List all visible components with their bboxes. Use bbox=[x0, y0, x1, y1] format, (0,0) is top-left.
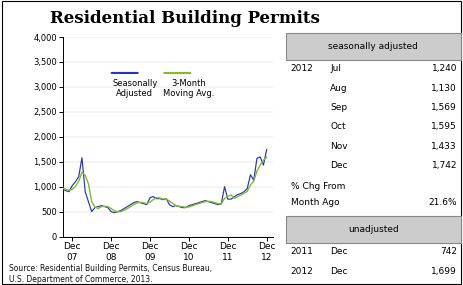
Text: Sep: Sep bbox=[330, 103, 347, 112]
Text: 1,240: 1,240 bbox=[432, 64, 457, 73]
Text: Seasonally
Adjusted: Seasonally Adjusted bbox=[112, 79, 157, 98]
Text: Oct: Oct bbox=[330, 122, 346, 131]
Text: Dec: Dec bbox=[330, 267, 348, 276]
Text: Dec: Dec bbox=[330, 161, 348, 170]
Text: unadjusted: unadjusted bbox=[348, 225, 399, 234]
Text: % Chg From: % Chg From bbox=[291, 182, 345, 191]
Text: 1,699: 1,699 bbox=[431, 267, 457, 276]
Text: 742: 742 bbox=[440, 247, 457, 256]
Text: 1,742: 1,742 bbox=[432, 161, 457, 170]
Text: 2012: 2012 bbox=[291, 64, 313, 73]
Text: Jul: Jul bbox=[330, 64, 341, 73]
Text: 2012: 2012 bbox=[291, 267, 313, 276]
Text: Residential Building Permits: Residential Building Permits bbox=[50, 10, 320, 27]
Text: Source: Residential Building Permits, Census Bureau,
U.S. Department of Commerce: Source: Residential Building Permits, Ce… bbox=[9, 264, 213, 284]
Text: 1,433: 1,433 bbox=[432, 142, 457, 151]
Text: 1,130: 1,130 bbox=[431, 84, 457, 93]
Text: 1,569: 1,569 bbox=[431, 103, 457, 112]
Text: Month Ago: Month Ago bbox=[291, 198, 339, 207]
Text: 2011: 2011 bbox=[291, 247, 313, 256]
Text: 1,595: 1,595 bbox=[431, 122, 457, 131]
Text: seasonally adjusted: seasonally adjusted bbox=[328, 42, 419, 51]
Text: Dec: Dec bbox=[330, 247, 348, 256]
Text: 21.6%: 21.6% bbox=[428, 198, 457, 207]
Text: Nov: Nov bbox=[330, 142, 348, 151]
Text: 3-Month
Moving Avg.: 3-Month Moving Avg. bbox=[163, 79, 214, 98]
Text: Aug: Aug bbox=[330, 84, 348, 93]
